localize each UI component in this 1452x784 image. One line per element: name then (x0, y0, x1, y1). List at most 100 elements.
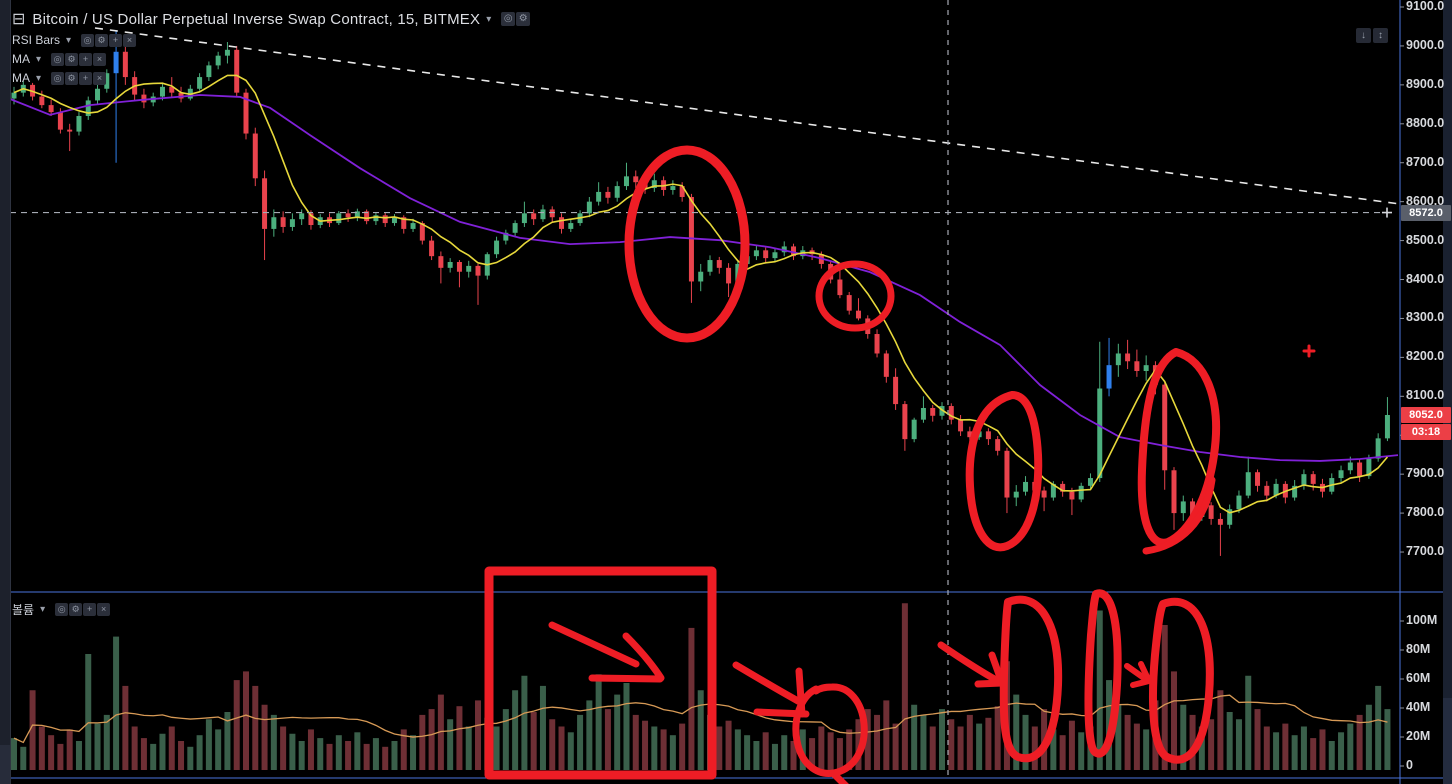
gear-icon[interactable]: ⚙ (95, 33, 109, 47)
volume-bar (354, 732, 361, 770)
volume-bar (205, 719, 212, 770)
red-annotation-drawing[interactable] (1302, 344, 1316, 358)
volume-bar (1365, 704, 1372, 770)
symbol-title[interactable]: Bitcoin / US Dollar Perpetual Inverse Sw… (32, 10, 481, 28)
volume-bar (614, 694, 621, 770)
volume-bar (289, 733, 296, 770)
candle-body (308, 213, 314, 226)
red-annotation-drawing[interactable] (965, 391, 1043, 552)
trendline-drawing[interactable] (94, 27, 1401, 205)
eye-icon[interactable]: ◎ (51, 52, 65, 66)
chevron-down-icon[interactable]: ▾ (36, 72, 42, 84)
indicator-label[interactable]: MA (12, 52, 30, 66)
scale-updown-arrow-icon[interactable]: ↕ (1373, 28, 1388, 43)
plus-icon[interactable]: + (79, 52, 93, 66)
gear-icon[interactable]: ⚙ (65, 52, 79, 66)
candle-body (586, 201, 592, 214)
axis-tick-label: 7900.0 (1406, 466, 1445, 481)
eye-icon[interactable]: ◎ (51, 71, 65, 85)
red-annotation-drawing[interactable] (829, 769, 849, 784)
chevron-down-icon[interactable]: ▾ (40, 604, 46, 615)
volume-bar (1078, 732, 1085, 770)
red-annotation-drawing[interactable] (548, 621, 640, 668)
volume-bar (1013, 694, 1020, 770)
red-annotation-drawing[interactable] (1149, 598, 1214, 764)
volume-bar (1124, 714, 1131, 770)
indicator-label[interactable]: RSI Bars (12, 33, 61, 47)
candle-body (772, 252, 778, 259)
candle-body (1023, 481, 1029, 492)
red-annotation-drawing[interactable] (484, 566, 717, 780)
volume-bar (382, 746, 389, 770)
axis-tick-label: 8100.0 (1406, 388, 1445, 403)
plus-icon[interactable]: + (79, 71, 93, 85)
eye-icon[interactable]: ◎ (501, 12, 516, 26)
volume-bar (939, 709, 945, 770)
candle-body (568, 223, 574, 229)
indicator-label[interactable]: MA (12, 71, 30, 85)
volume-bar (113, 636, 120, 770)
candle-body (837, 279, 843, 296)
volume-bar (233, 680, 240, 770)
close-icon[interactable]: × (93, 71, 107, 85)
volume-bar (456, 706, 463, 770)
red-annotation-drawing[interactable] (1130, 661, 1152, 688)
volume-bar (1384, 709, 1391, 770)
close-icon[interactable]: × (123, 33, 137, 47)
volume-bar (1347, 723, 1354, 770)
candle-body (122, 51, 128, 78)
candle-body (948, 406, 954, 420)
red-annotation-drawing[interactable] (1084, 589, 1122, 758)
volume-bar (1180, 704, 1187, 770)
chevron-down-icon[interactable]: ▾ (36, 53, 42, 65)
volume-bar (20, 746, 27, 770)
volume-bar (1263, 726, 1270, 770)
indicator-row-rsi-bars: RSI Bars ▾ ◎ ⚙ + × (12, 33, 137, 47)
scale-down-arrow-icon[interactable]: ↓ (1356, 28, 1371, 43)
volume-label[interactable]: 볼륨 (12, 603, 35, 617)
red-annotation-drawing[interactable] (937, 641, 1002, 685)
gear-icon[interactable]: ⚙ (69, 603, 83, 616)
volume-bar (150, 743, 157, 770)
gear-icon[interactable]: ⚙ (65, 71, 79, 85)
volume-bar (1031, 726, 1038, 770)
candle-body (401, 217, 407, 229)
candle-body (549, 209, 555, 218)
plus-icon[interactable]: + (109, 33, 123, 47)
red-annotation-drawing[interactable] (622, 632, 665, 682)
red-annotations[interactable] (484, 145, 1316, 784)
volume-bar (178, 741, 185, 770)
candle-body (178, 92, 184, 99)
red-annotation-drawing[interactable] (792, 683, 868, 777)
red-annotation-drawing[interactable] (1142, 476, 1216, 555)
candle-body (726, 267, 732, 284)
close-icon[interactable]: × (97, 603, 111, 616)
red-annotation-drawing[interactable] (999, 595, 1063, 763)
volume-bar (345, 741, 352, 770)
volume-bar (697, 690, 704, 770)
candle-body (614, 186, 620, 198)
red-annotation-drawing[interactable] (624, 145, 750, 343)
chevron-down-icon[interactable]: ▾ (486, 13, 492, 25)
gear-icon[interactable]: ⚙ (516, 12, 531, 26)
volume-bar (1328, 741, 1335, 770)
candle-body (1190, 501, 1196, 517)
eye-icon[interactable]: ◎ (81, 33, 95, 47)
plus-icon[interactable]: + (83, 603, 97, 616)
red-annotation-drawing[interactable] (815, 260, 895, 332)
volume-bar (419, 714, 426, 770)
volume-bar (892, 723, 899, 770)
axis-tick-label: 8800.0 (1406, 115, 1445, 130)
red-annotation-drawing[interactable] (588, 674, 664, 683)
red-annotation-drawing[interactable] (732, 661, 802, 705)
volume-bar (48, 735, 55, 770)
close-icon[interactable]: × (93, 52, 107, 66)
eye-icon[interactable]: ◎ (55, 603, 69, 616)
chevron-down-icon[interactable]: ▾ (66, 34, 72, 46)
volume-bar (660, 729, 667, 770)
candle-body (438, 256, 444, 268)
candle-body (1227, 509, 1233, 525)
volume-bar (1310, 738, 1317, 770)
volume-bar (1022, 714, 1029, 770)
